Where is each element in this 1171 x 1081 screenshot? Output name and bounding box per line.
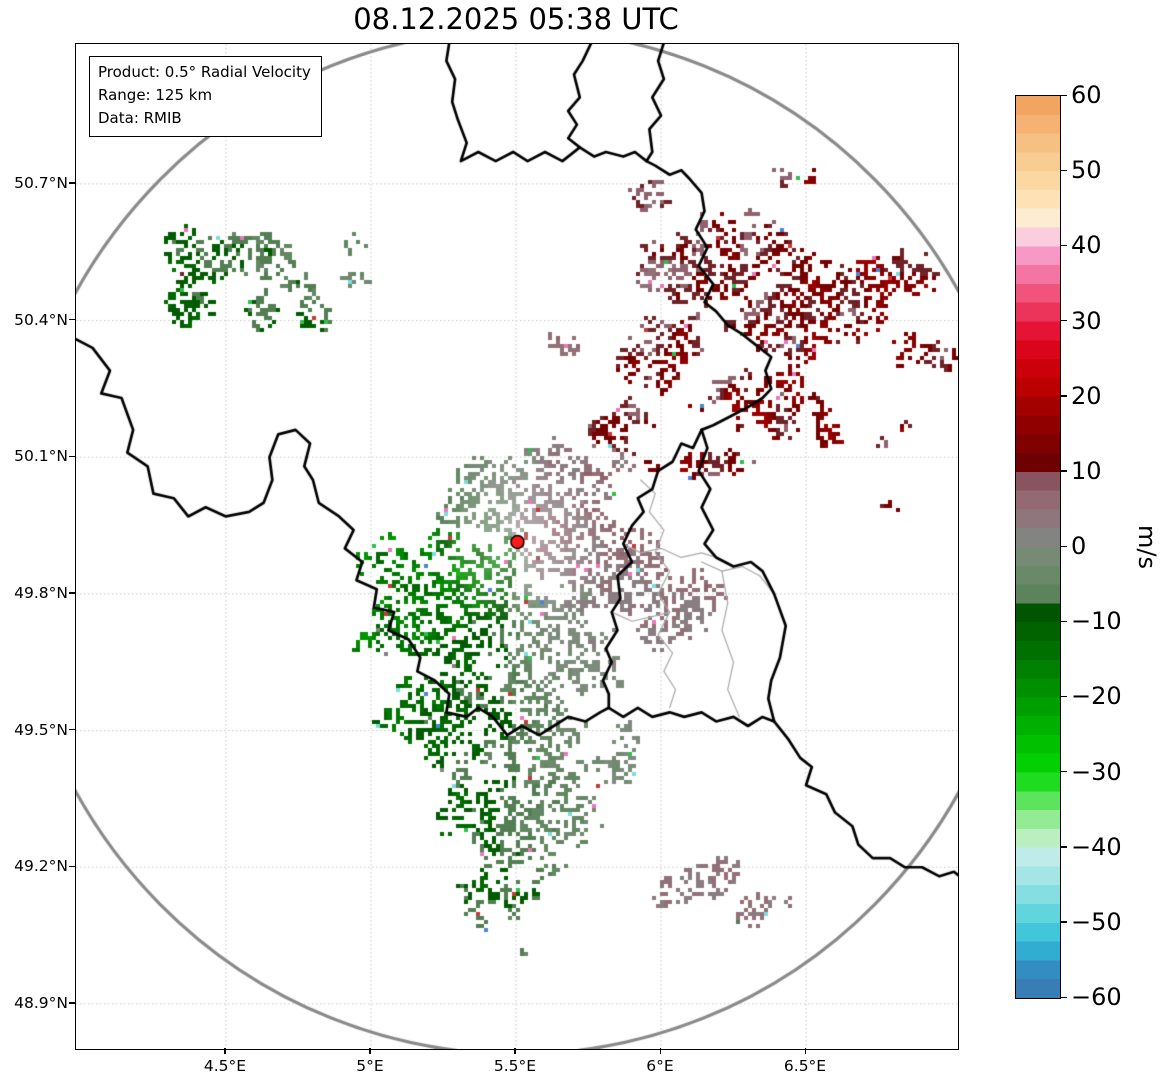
colorbar [1015, 95, 1061, 999]
info-box: Product: 0.5° Radial Velocity Range: 125… [89, 56, 322, 137]
y-tick [69, 729, 75, 731]
x-tick [804, 1048, 806, 1054]
colorbar-tick [1060, 169, 1067, 172]
x-tick [514, 1048, 516, 1054]
y-tick [69, 182, 75, 184]
y-tick [69, 865, 75, 868]
info-product: Product: 0.5° Radial Velocity [98, 63, 311, 81]
colorbar-tick [1060, 921, 1067, 923]
x-tick-label: 5°E [356, 1057, 384, 1075]
y-tick-label: 49.8°N [14, 583, 68, 602]
y-tick [69, 455, 75, 457]
y-tick-label: 49.5°N [14, 720, 68, 739]
y-tick [69, 1002, 75, 1004]
x-tick [224, 1048, 226, 1054]
y-tick-label: 49.2°N [14, 857, 68, 876]
colorbar-tick-label: 40 [1071, 231, 1102, 260]
x-tick [659, 1048, 661, 1054]
x-tick-label: 6°E [646, 1057, 674, 1075]
colorbar-tick [1060, 395, 1067, 397]
colorbar-tick-label: −30 [1071, 757, 1122, 786]
colorbar-tick [1060, 545, 1067, 547]
colorbar-tick-label: 30 [1071, 306, 1102, 335]
y-tick-label: 48.9°N [14, 993, 68, 1012]
y-tick [69, 319, 75, 321]
colorbar-tick-label: 10 [1071, 456, 1102, 485]
map-plot-area: Product: 0.5° Radial Velocity Range: 125… [75, 43, 959, 1050]
x-tick-label: 5.5°E [493, 1057, 537, 1075]
colorbar-tick-label: −10 [1071, 607, 1122, 636]
plot-title: 08.12.2025 05:38 UTC [353, 2, 679, 36]
info-source: Data: RMIB [98, 109, 182, 127]
x-tick [369, 1048, 371, 1054]
y-tick-label: 50.4°N [14, 310, 68, 329]
colorbar-tick-label: 60 [1071, 81, 1102, 109]
colorbar-tick [1060, 244, 1067, 247]
x-tick-label: 4.5°E [203, 1057, 247, 1075]
colorbar-tick [1060, 996, 1067, 998]
colorbar-tick-label: −40 [1071, 832, 1122, 861]
colorbar-tick-label: 20 [1071, 381, 1102, 410]
x-tick-label: 6.5°E [783, 1057, 827, 1075]
colorbar-tick-label: −20 [1071, 682, 1122, 711]
colorbar-tick [1060, 620, 1067, 623]
colorbar-tick-label: 0 [1071, 532, 1087, 560]
colorbar-tick [1060, 320, 1067, 322]
colorbar-gradient [1016, 96, 1060, 998]
colorbar-tick [1060, 94, 1067, 96]
colorbar-tick-label: −60 [1071, 983, 1122, 1011]
colorbar-tick [1060, 695, 1067, 698]
y-tick-label: 50.1°N [14, 447, 68, 466]
y-tick [69, 592, 75, 594]
colorbar-tick [1060, 771, 1067, 773]
info-range: Range: 125 km [98, 86, 213, 104]
y-tick-label: 50.7°N [14, 173, 68, 192]
colorbar-tick-label: −50 [1071, 907, 1122, 936]
colorbar-unit-label: m/s [1133, 525, 1161, 569]
colorbar-tick [1060, 470, 1067, 472]
radar-velocity-canvas [76, 44, 958, 1049]
colorbar-tick [1060, 846, 1067, 848]
colorbar-tick-label: 50 [1071, 156, 1102, 185]
